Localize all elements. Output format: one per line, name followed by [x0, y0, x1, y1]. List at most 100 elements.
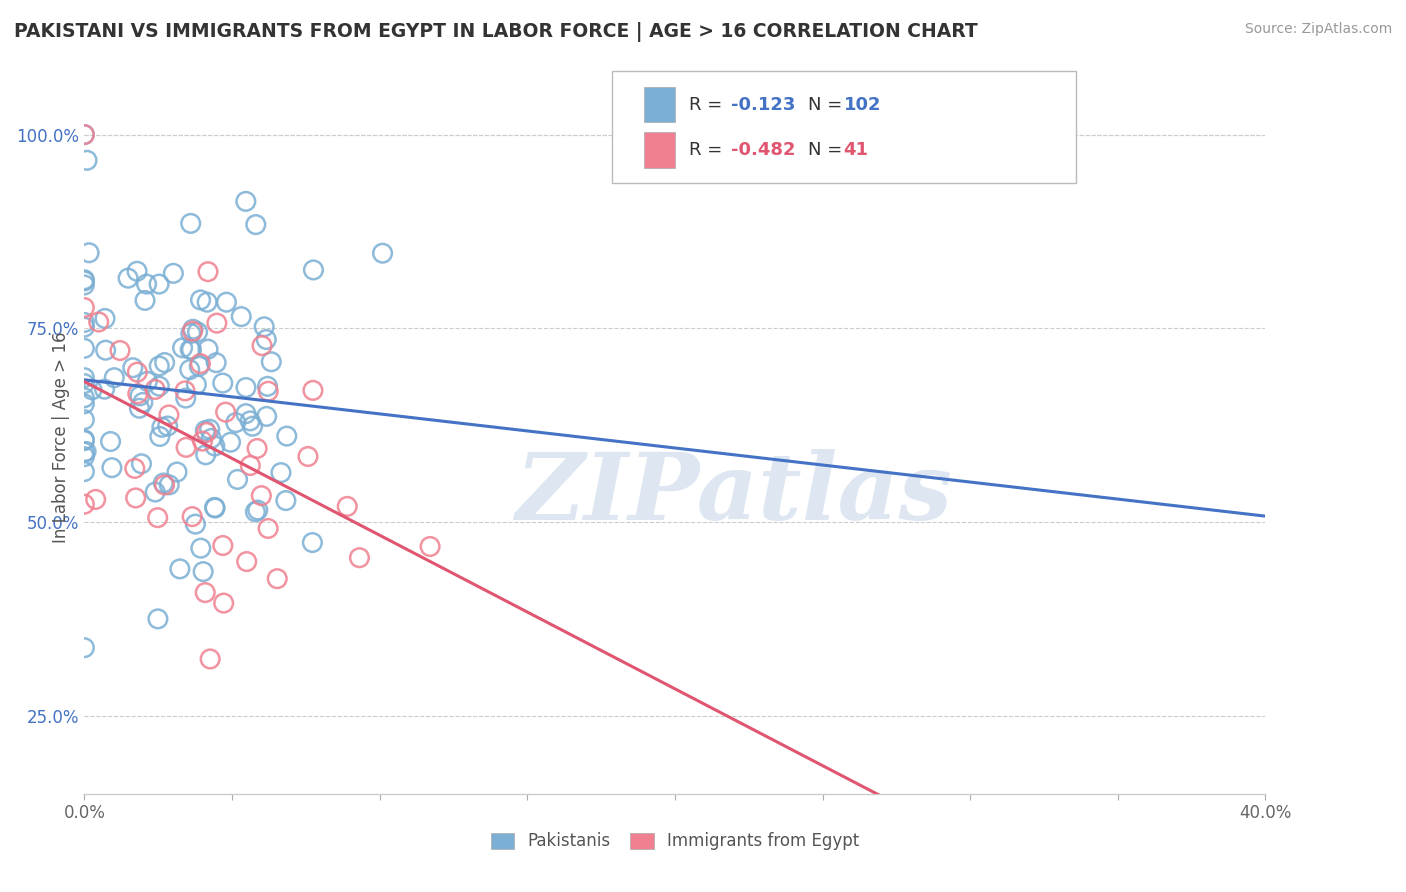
Text: -0.482: -0.482 [731, 141, 796, 159]
Point [194, 424, 217, 438]
Point [169, 562, 191, 576]
Point [204, 501, 226, 516]
Point [149, 429, 172, 443]
Text: ZIPatlas: ZIPatlas [516, 450, 952, 539]
Point [121, 360, 143, 375]
Point [371, 246, 394, 260]
Point [156, 419, 179, 434]
Point [276, 429, 298, 443]
Point [93, 382, 115, 396]
Point [188, 359, 211, 374]
Point [136, 375, 159, 389]
Point [205, 356, 228, 370]
Point [253, 319, 276, 334]
Point [73, 465, 96, 479]
Point [254, 333, 277, 347]
Point [225, 416, 247, 430]
Point [77, 245, 100, 260]
Point [174, 384, 197, 398]
Point [148, 277, 170, 291]
Point [235, 194, 257, 209]
Point [246, 442, 269, 456]
Point [226, 472, 249, 486]
Point [129, 389, 152, 403]
Point [117, 271, 139, 285]
Text: N =: N = [808, 95, 848, 113]
Point [103, 370, 125, 384]
Point [194, 448, 217, 462]
Point [73, 370, 96, 384]
Point [231, 310, 253, 324]
Point [198, 422, 221, 436]
Point [191, 565, 214, 579]
Point [250, 489, 273, 503]
Point [73, 315, 96, 329]
Point [215, 295, 238, 310]
Point [73, 273, 96, 287]
Point [204, 500, 226, 515]
Point [80, 383, 103, 397]
Point [235, 555, 257, 569]
Point [148, 359, 170, 373]
Point [108, 343, 131, 358]
Point [214, 405, 236, 419]
Point [187, 325, 209, 339]
Point [73, 640, 96, 655]
Point [242, 419, 264, 434]
Point [179, 362, 201, 376]
Point [131, 457, 153, 471]
Text: Source: ZipAtlas.com: Source: ZipAtlas.com [1244, 22, 1392, 37]
Point [270, 466, 292, 480]
Point [73, 413, 96, 427]
Point [87, 315, 110, 329]
Point [148, 379, 170, 393]
Point [101, 460, 124, 475]
Point [73, 397, 96, 411]
Point [180, 326, 202, 341]
Point [73, 128, 96, 142]
Text: -0.123: -0.123 [731, 95, 796, 113]
Point [197, 342, 219, 356]
Point [301, 535, 323, 549]
Y-axis label: In Labor Force | Age > 16: In Labor Force | Age > 16 [52, 331, 70, 543]
Text: 41: 41 [844, 141, 869, 159]
Point [73, 497, 96, 511]
Text: R =: R = [689, 95, 728, 113]
Point [73, 445, 96, 459]
Point [336, 500, 359, 514]
Point [135, 277, 157, 291]
Point [186, 377, 208, 392]
Point [172, 341, 194, 355]
Point [181, 322, 204, 336]
Point [260, 355, 283, 369]
Point [73, 376, 96, 391]
Point [297, 450, 319, 464]
Point [143, 383, 166, 397]
Point [146, 612, 169, 626]
Point [73, 320, 96, 334]
Point [73, 128, 96, 142]
Point [211, 539, 233, 553]
Point [153, 355, 176, 369]
Point [190, 541, 212, 556]
Point [200, 432, 222, 446]
Point [162, 266, 184, 280]
Point [181, 509, 204, 524]
Point [143, 485, 166, 500]
Point [190, 293, 212, 307]
Point [245, 218, 267, 232]
Point [84, 492, 107, 507]
Point [174, 441, 197, 455]
Point [73, 391, 96, 405]
Point [219, 435, 242, 450]
Point [419, 540, 441, 554]
Point [127, 365, 149, 379]
Point [190, 357, 212, 371]
Text: PAKISTANI VS IMMIGRANTS FROM EGYPT IN LABOR FORCE | AGE > 16 CORRELATION CHART: PAKISTANI VS IMMIGRANTS FROM EGYPT IN LA… [14, 22, 977, 42]
Point [73, 301, 96, 315]
Point [195, 425, 218, 440]
Point [257, 521, 280, 535]
Point [128, 401, 150, 416]
Point [205, 316, 228, 330]
Text: 102: 102 [844, 95, 882, 113]
